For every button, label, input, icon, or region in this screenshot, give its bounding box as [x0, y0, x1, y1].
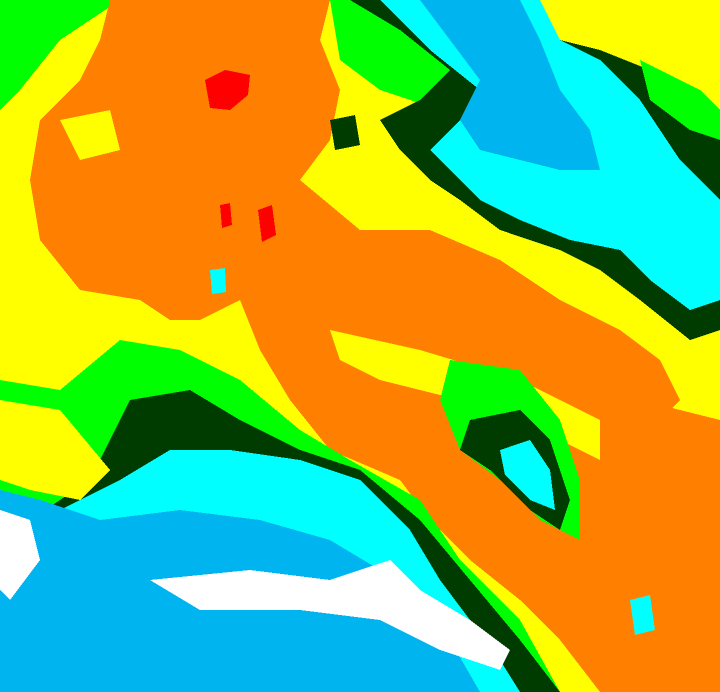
- white-region-bottom: [150, 560, 510, 670]
- white-region-left: [0, 510, 40, 600]
- green-region-top: [330, 0, 460, 110]
- yellow-strip-bottom-left: [0, 400, 110, 500]
- dark-green-speck: [330, 115, 360, 150]
- green-patch-top-right: [640, 60, 720, 140]
- green-region-top-left: [0, 0, 120, 110]
- yellow-patch-top-left: [60, 110, 120, 160]
- red-spot-1: [205, 70, 250, 110]
- red-spot-3: [220, 203, 232, 228]
- cyan-speck-right: [630, 595, 655, 635]
- blue-region-top-right: [420, 0, 600, 170]
- red-spot-2: [258, 205, 276, 242]
- cyan-speck-mid: [210, 268, 226, 294]
- cyan-region-mid-right: [500, 440, 555, 510]
